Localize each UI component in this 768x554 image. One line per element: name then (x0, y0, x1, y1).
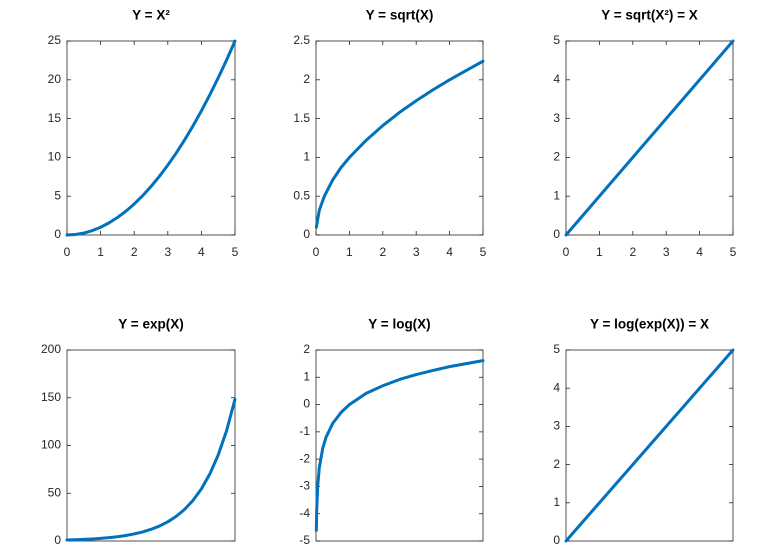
chart-title: Y = X² (132, 8, 170, 23)
x-tick-label: 3 (413, 245, 420, 259)
y-tick-label: 3 (553, 111, 560, 125)
axes-frame (66, 349, 236, 542)
x-tick-label: 4 (446, 245, 453, 259)
data-line (314, 359, 485, 532)
x-tick-label: 1 (97, 245, 104, 259)
x-tick-label: 3 (663, 245, 670, 259)
y-tick-label: 5 (553, 342, 560, 356)
y-tick-label: 0 (54, 227, 61, 241)
y-tick-label: 0 (553, 533, 560, 547)
y-tick-label: 25 (48, 33, 62, 47)
x-tick-label: 0 (64, 245, 71, 259)
x-tick-label: 1 (346, 245, 353, 259)
y-tick-label: 1.5 (293, 111, 310, 125)
y-tick-label: 5 (54, 188, 61, 202)
data-line (564, 39, 735, 237)
data-line (65, 39, 237, 237)
y-tick-label: 0 (303, 227, 310, 241)
x-tick-label: 0 (563, 245, 570, 259)
data-line (65, 397, 237, 542)
x-tick-label: 0 (313, 245, 320, 259)
y-tick-label: 1 (553, 188, 560, 202)
x-tick-label: 5 (480, 245, 487, 259)
y-tick-label: 0.5 (293, 188, 310, 202)
x-tick-label: 2 (379, 245, 386, 259)
y-tick-label: 2 (303, 72, 310, 86)
axes-frame (66, 40, 236, 236)
y-tick-label: 200 (41, 342, 61, 356)
x-tick-label: 4 (696, 245, 703, 259)
axes-frame (315, 349, 484, 542)
chart-title: Y = log(X) (368, 317, 430, 332)
y-tick-label: 4 (553, 72, 560, 86)
x-tick-label: 2 (629, 245, 636, 259)
y-tick-label: 2.5 (293, 33, 310, 47)
axes-frame (315, 40, 484, 236)
x-tick-label: 4 (198, 245, 205, 259)
chart-title: Y = sqrt(X) (366, 8, 434, 23)
y-tick-label: 1 (303, 150, 310, 164)
y-tick-label: 1 (553, 495, 560, 509)
y-tick-label: 1 (303, 369, 310, 383)
y-tick-label: 150 (41, 390, 61, 404)
y-tick-label: 50 (48, 485, 62, 499)
y-tick-label: 4 (553, 380, 560, 394)
y-tick-label: -4 (299, 506, 310, 520)
y-tick-label: 100 (41, 438, 61, 452)
chart-title: Y = sqrt(X²) = X (601, 8, 698, 23)
y-tick-label: 0 (54, 533, 61, 547)
y-tick-label: 3 (553, 419, 560, 433)
x-tick-label: 5 (730, 245, 737, 259)
y-tick-label: -1 (299, 424, 310, 438)
x-tick-label: 5 (232, 245, 239, 259)
y-tick-label: -3 (299, 479, 310, 493)
y-tick-label: 2 (303, 342, 310, 356)
data-line (314, 59, 485, 229)
y-tick-label: 10 (48, 150, 62, 164)
y-tick-label: 0 (303, 397, 310, 411)
y-tick-label: 15 (48, 111, 62, 125)
chart-title: Y = log(exp(X)) = X (590, 317, 709, 332)
y-tick-label: 20 (48, 72, 62, 86)
x-tick-label: 2 (131, 245, 138, 259)
y-tick-label: 0 (553, 227, 560, 241)
x-tick-label: 3 (164, 245, 171, 259)
y-tick-label: 2 (553, 457, 560, 471)
y-tick-label: 2 (553, 150, 560, 164)
y-tick-label: -2 (299, 451, 310, 465)
x-tick-label: 1 (596, 245, 603, 259)
data-line (564, 348, 735, 543)
y-tick-label: -5 (299, 533, 310, 547)
chart-title: Y = exp(X) (118, 317, 183, 332)
y-tick-label: 5 (553, 33, 560, 47)
